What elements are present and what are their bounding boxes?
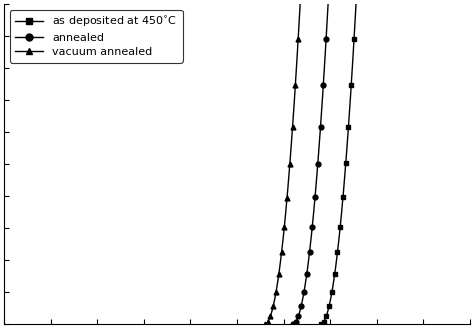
Legend: as deposited at 450$^{\circ}$C, annealed, vacuum annealed: as deposited at 450$^{\circ}$C, annealed… [10, 10, 182, 63]
